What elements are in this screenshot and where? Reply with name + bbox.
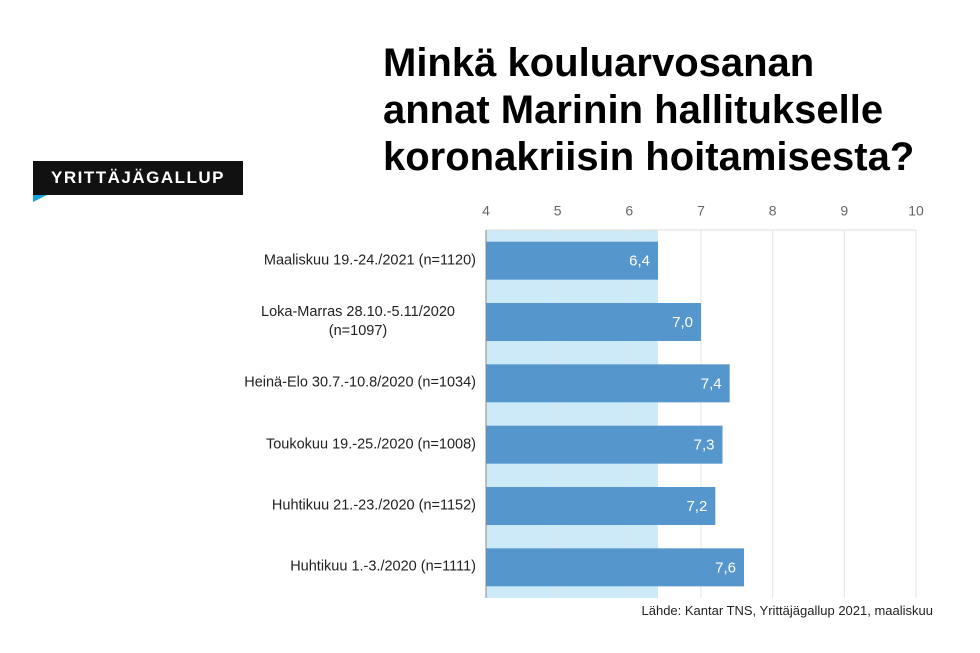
category-label: Loka-Marras 28.10.-5.11/2020 (n=1097): [261, 304, 455, 339]
x-tick-label: 6: [625, 203, 633, 219]
value-label: 7,4: [701, 375, 722, 392]
value-label: 7,0: [672, 314, 693, 331]
highlight-band: [486, 230, 658, 598]
value-label: 7,3: [694, 437, 715, 454]
x-tick-label: 7: [697, 203, 705, 219]
category-label: Huhtikuu 21.-23./2020 (n=1152): [271, 497, 476, 514]
value-label: 7,6: [715, 559, 736, 576]
bar: [486, 303, 701, 341]
bar: [486, 364, 730, 403]
x-tick-label: 8: [769, 203, 777, 219]
value-label: 6,4: [629, 253, 650, 270]
category-label: Huhtikuu 1.-3./2020 (n=1111): [290, 558, 476, 575]
x-tick-label: 10: [908, 203, 924, 219]
bar: [486, 487, 716, 525]
logo: YRITTÄJÄGALLUP: [33, 161, 243, 195]
category-label: Maaliskuu 19.-24./2021 (n=1120): [263, 252, 476, 269]
x-tick-label: 9: [840, 203, 848, 219]
bar: [486, 425, 723, 464]
source-note: Lähde: Kantar TNS, Yrittäjägallup 2021, …: [641, 603, 933, 618]
category-label: Toukokuu 19.-25./2020 (n=1008): [265, 436, 476, 453]
category-label: Heinä-Elo 30.7.-10.8/2020 (n=1034): [244, 374, 476, 391]
x-tick-label: 4: [482, 203, 490, 219]
x-tick-label: 5: [554, 203, 562, 219]
bar: [486, 241, 658, 280]
bar: [486, 548, 744, 587]
value-label: 7,2: [686, 498, 707, 515]
chart-title: Minkä kouluarvosanan annat Marinin halli…: [383, 41, 915, 179]
